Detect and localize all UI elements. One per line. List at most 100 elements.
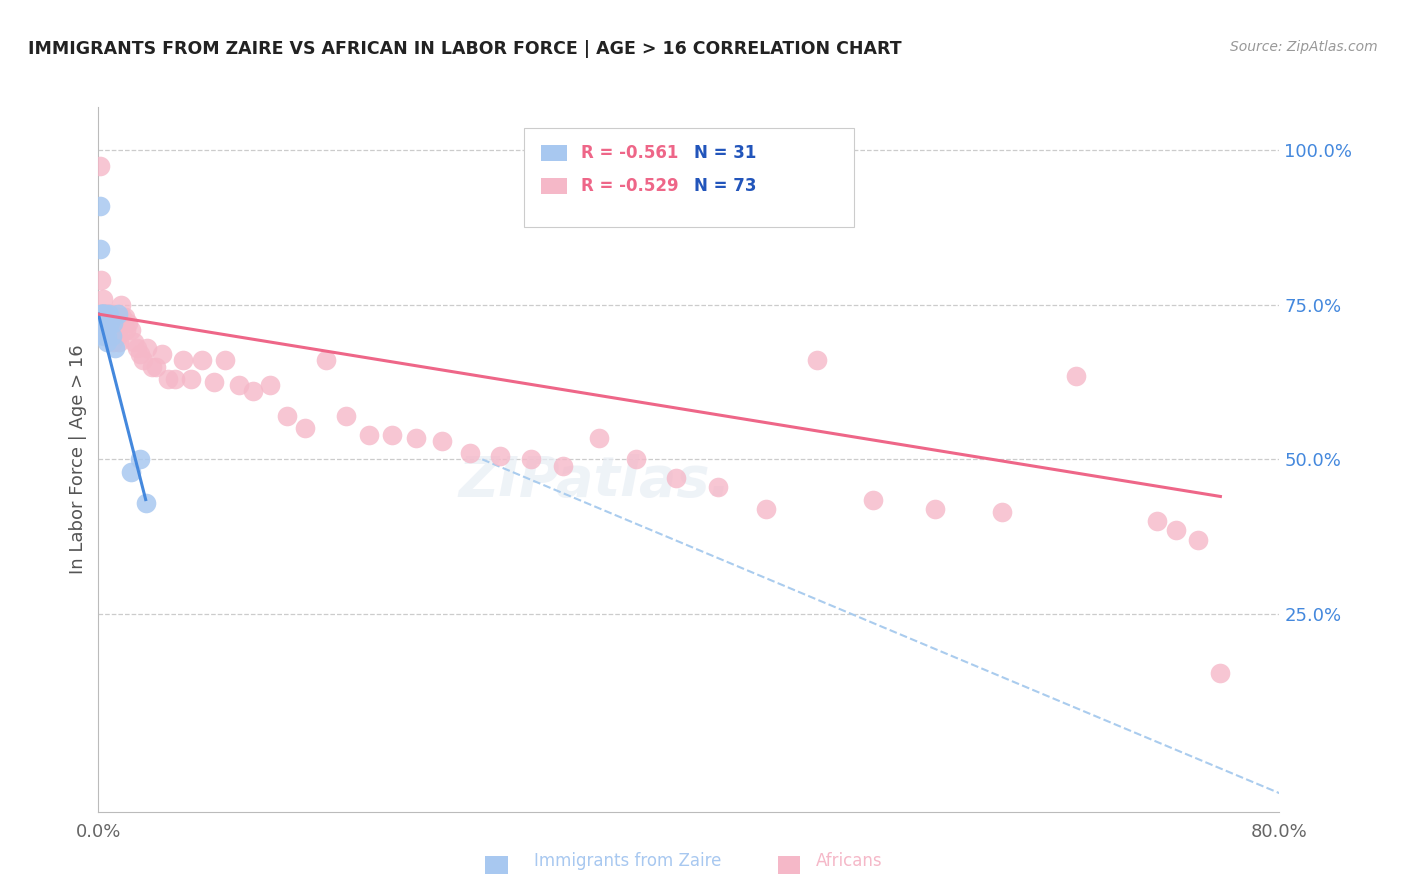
- Point: [228, 378, 250, 392]
- Point: [315, 353, 337, 368]
- Point: [96, 328, 118, 343]
- FancyBboxPatch shape: [541, 145, 567, 161]
- Point: [1209, 665, 1232, 680]
- Point: [110, 298, 132, 312]
- Text: Immigrants from Zaire: Immigrants from Zaire: [534, 852, 721, 870]
- Point: [214, 353, 236, 368]
- Point: [115, 322, 138, 336]
- Point: [112, 317, 135, 331]
- Point: [120, 322, 142, 336]
- Point: [259, 378, 281, 392]
- Point: [381, 427, 404, 442]
- Point: [93, 307, 115, 321]
- Point: [357, 427, 380, 442]
- Point: [90, 307, 112, 321]
- Text: IMMIGRANTS FROM ZAIRE VS AFRICAN IN LABOR FORCE | AGE > 16 CORRELATION CHART: IMMIGRANTS FROM ZAIRE VS AFRICAN IN LABO…: [28, 40, 901, 58]
- Point: [97, 307, 120, 321]
- Point: [520, 452, 543, 467]
- Point: [460, 446, 482, 460]
- Point: [165, 372, 187, 386]
- Point: [98, 317, 121, 331]
- Point: [96, 334, 118, 349]
- Point: [97, 307, 120, 321]
- Point: [91, 322, 114, 336]
- Point: [93, 322, 115, 336]
- Point: [93, 317, 115, 331]
- Point: [100, 322, 122, 336]
- Point: [98, 307, 121, 321]
- Point: [132, 353, 155, 368]
- Point: [191, 353, 214, 368]
- Point: [91, 310, 114, 325]
- Text: Source: ZipAtlas.com: Source: ZipAtlas.com: [1230, 40, 1378, 54]
- Point: [103, 328, 125, 343]
- Point: [104, 341, 127, 355]
- Point: [93, 307, 115, 321]
- Point: [90, 307, 112, 321]
- Text: N = 73: N = 73: [693, 177, 756, 195]
- Point: [94, 322, 117, 336]
- Point: [107, 307, 129, 321]
- Text: N = 31: N = 31: [693, 144, 756, 161]
- Point: [335, 409, 357, 423]
- Point: [100, 328, 122, 343]
- Point: [89, 199, 111, 213]
- Point: [90, 273, 112, 287]
- Point: [755, 501, 778, 516]
- Point: [103, 334, 125, 349]
- Point: [94, 307, 117, 321]
- Point: [553, 458, 575, 473]
- FancyBboxPatch shape: [541, 178, 567, 194]
- Point: [91, 307, 114, 321]
- Point: [141, 359, 163, 374]
- Point: [665, 471, 688, 485]
- Point: [111, 310, 134, 325]
- Point: [276, 409, 298, 423]
- Point: [924, 501, 946, 516]
- Point: [98, 317, 121, 331]
- Point: [96, 317, 118, 331]
- Point: [93, 310, 115, 325]
- Point: [94, 310, 117, 325]
- Point: [89, 242, 111, 256]
- Point: [1064, 368, 1087, 383]
- Point: [114, 310, 136, 325]
- Point: [624, 452, 647, 467]
- Point: [242, 384, 264, 399]
- Point: [707, 480, 730, 494]
- Point: [202, 375, 225, 389]
- Point: [128, 452, 150, 467]
- Point: [96, 307, 118, 321]
- Text: R = -0.529: R = -0.529: [582, 177, 679, 195]
- FancyBboxPatch shape: [523, 128, 855, 227]
- Point: [94, 317, 117, 331]
- Point: [432, 434, 454, 448]
- Text: R = -0.561: R = -0.561: [582, 144, 679, 161]
- Point: [991, 505, 1014, 519]
- Point: [104, 322, 127, 336]
- Point: [91, 307, 114, 321]
- Point: [1166, 524, 1188, 538]
- Y-axis label: In Labor Force | Age > 16: In Labor Force | Age > 16: [69, 344, 87, 574]
- Point: [90, 307, 112, 321]
- Point: [107, 328, 129, 343]
- Point: [125, 341, 148, 355]
- Point: [150, 347, 173, 361]
- Point: [588, 431, 610, 445]
- Point: [806, 353, 828, 368]
- Point: [122, 334, 145, 349]
- Point: [145, 359, 167, 374]
- Text: ZIPatlas.: ZIPatlas.: [458, 453, 731, 508]
- Point: [91, 292, 114, 306]
- Point: [128, 347, 150, 361]
- Point: [117, 317, 139, 331]
- Point: [93, 328, 115, 343]
- Point: [91, 307, 114, 321]
- Point: [93, 307, 115, 321]
- Point: [135, 496, 157, 510]
- Point: [172, 353, 194, 368]
- Point: [91, 317, 114, 331]
- Point: [294, 421, 316, 435]
- Text: Africans: Africans: [815, 852, 882, 870]
- Point: [108, 334, 131, 349]
